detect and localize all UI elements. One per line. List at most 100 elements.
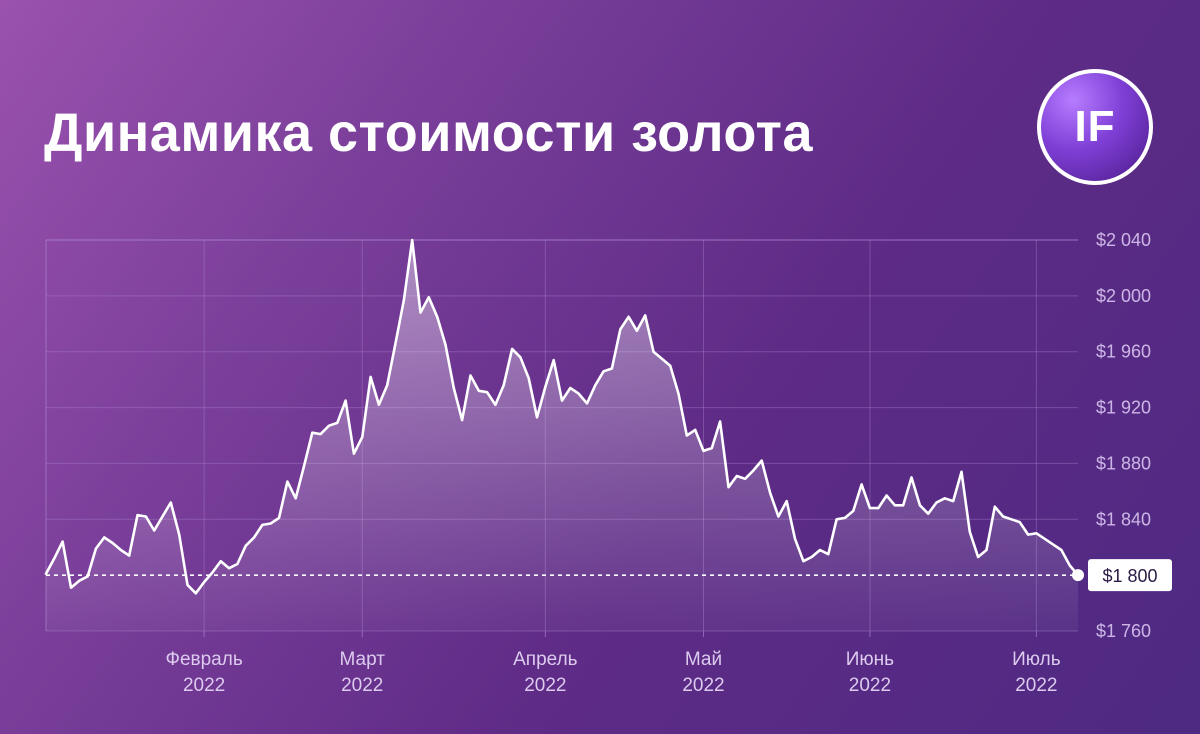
data-point [1027,533,1029,535]
data-point [694,429,696,431]
data-point [178,533,180,535]
x-tick-year: 2022 [682,675,724,696]
data-point [877,507,879,509]
data-point [844,517,846,519]
data-point [336,422,338,424]
data-point [860,483,862,485]
data-point [1052,543,1054,545]
data-point [977,556,979,558]
data-point [403,299,405,301]
data-point [661,358,663,360]
data-point [736,475,738,477]
data-point [544,385,546,387]
y-tick-label: $2 000 [1096,286,1151,306]
price-area [46,240,1078,631]
data-point [719,420,721,422]
data-point [786,500,788,502]
data-point [802,560,804,562]
data-point [586,402,588,404]
logo-text: IF [1074,102,1116,151]
x-tick-month: Май [685,649,722,670]
data-point [295,497,297,499]
data-point [136,514,138,516]
data-point [186,584,188,586]
data-point [270,522,272,524]
data-point [353,453,355,455]
data-point [752,469,754,471]
data-point [827,553,829,555]
current-price-badge [1088,559,1172,592]
data-point [919,504,921,506]
data-point [577,392,579,394]
data-point [1002,515,1004,517]
data-point [611,367,613,369]
data-point [969,531,971,533]
data-point [636,330,638,332]
data-point [494,404,496,406]
if-logo: IF [1037,69,1153,185]
data-point [444,344,446,346]
data-point [53,557,55,559]
data-point [378,404,380,406]
data-point [744,478,746,480]
data-point [61,540,63,542]
data-point [220,560,222,562]
data-point [311,432,313,434]
data-point [952,500,954,502]
x-tick-month: Апрель [513,649,578,670]
data-point [111,542,113,544]
data-point [103,536,105,538]
data-point [894,504,896,506]
data-point [528,377,530,379]
data-point [902,504,904,506]
data-point [794,538,796,540]
data-point [161,515,163,517]
data-point [128,554,130,556]
data-point [436,316,438,318]
data-point [394,342,396,344]
data-point [960,471,962,473]
data-point [236,563,238,565]
data-point [994,506,996,508]
data-point [286,480,288,482]
data-point [170,501,172,503]
data-point [486,391,488,393]
data-point [411,239,413,241]
y-tick-label: $1 880 [1096,453,1151,473]
end-point-marker [1072,569,1084,582]
data-point [78,580,80,582]
y-tick-label: $1 920 [1096,398,1151,418]
data-point [70,587,72,589]
data-point [1035,532,1037,534]
x-tick-year: 2022 [849,675,891,696]
data-point [644,314,646,316]
data-point [86,575,88,577]
data-point [195,592,197,594]
data-point [561,399,563,401]
data-point [619,328,621,330]
page-title: Динамика стоимости золота [44,103,814,163]
x-tick-month: Март [340,649,386,670]
data-point [935,501,937,503]
data-point [253,536,255,538]
x-tick-month: Июнь [846,649,894,670]
data-point [652,351,654,353]
data-point [469,374,471,376]
data-point [702,450,704,452]
data-point [627,316,629,318]
y-tick-label: $1 760 [1096,621,1151,641]
data-point [519,356,521,358]
data-point [203,581,205,583]
data-point [553,359,555,361]
data-point [1060,549,1062,551]
data-point [478,390,480,392]
data-point [319,433,321,435]
data-point [777,515,779,517]
data-point [95,547,97,549]
y-tick-label: $2 040 [1096,230,1151,250]
data-point [944,497,946,499]
x-tick-year: 2022 [341,675,383,696]
data-point [1044,538,1046,540]
